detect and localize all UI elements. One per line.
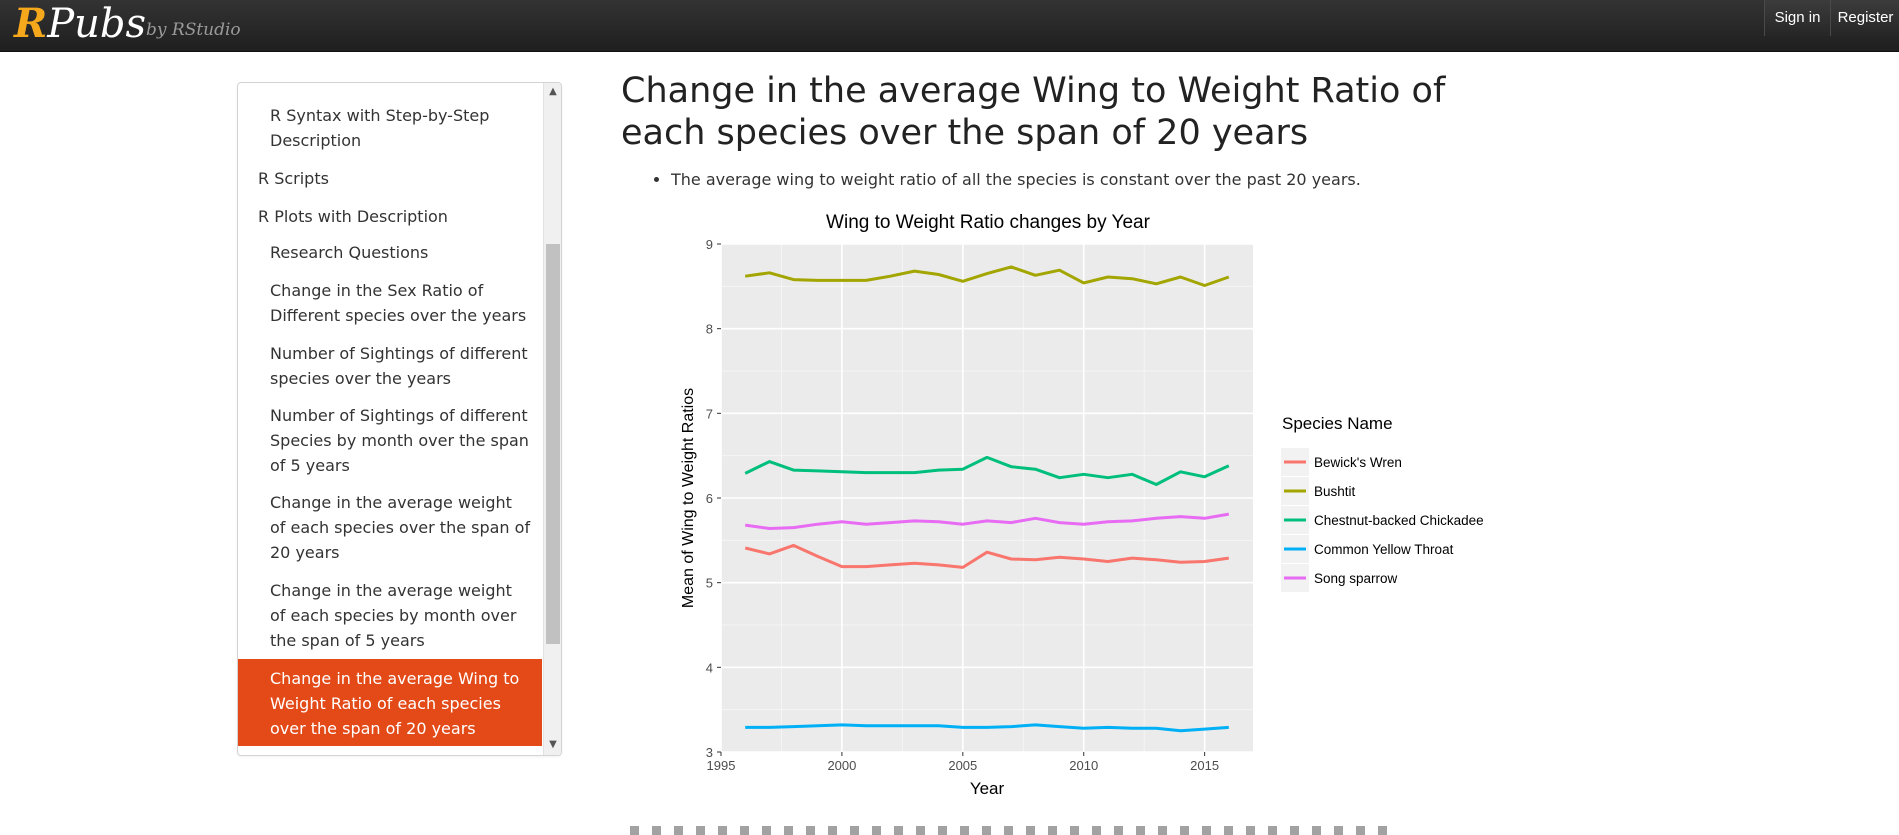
series-line-0	[744, 543, 1230, 569]
x-tick-label: 1995	[707, 758, 736, 773]
next-section-heading-cutoff	[630, 822, 1490, 835]
wing-weight-line-chart: Wing to Weight Ratio changes by Year 3 4 5…	[680, 212, 1484, 798]
logo-text: Pubs	[47, 1, 147, 47]
chart-title: Wing to Weight Ratio changes by Year	[826, 212, 1151, 233]
toc-item-sightings-years[interactable]: Number of Sightings of different species…	[270, 344, 528, 388]
logo-r: R	[14, 0, 48, 47]
toc-item-r-syntax[interactable]: R Syntax with Step-by-Step Description	[270, 106, 490, 150]
sign-in-button[interactable]: Sign in	[1764, 0, 1830, 36]
y-tick-label: 9	[706, 237, 713, 252]
toc-item-r-scripts[interactable]: R Scripts	[258, 169, 329, 188]
top-navbar: RPubs by RStudio Sign in Register	[0, 0, 1899, 52]
scroll-up-icon[interactable]: ▲	[549, 86, 557, 97]
legend-label: Song sparrow	[1314, 571, 1398, 586]
toc-item-wing-weight-ratio[interactable]: Change in the average Wing to Weight Rat…	[238, 659, 542, 746]
series-line-3	[745, 723, 1229, 733]
x-tick-label: 2000	[827, 758, 856, 773]
byline: by RStudio	[146, 20, 241, 40]
x-tick-label: 2015	[1190, 758, 1219, 773]
series-line-2	[744, 455, 1230, 486]
y-tick-label: 7	[706, 406, 713, 421]
toc-item-sightings-month[interactable]: Number of Sightings of different Species…	[270, 406, 529, 475]
legend-label: Common Yellow Throat	[1314, 542, 1454, 557]
toc-item-research-questions[interactable]: Research Questions	[270, 243, 429, 262]
series-line-4	[744, 512, 1230, 530]
bullet-item: The average wing to weight ratio of all …	[671, 168, 1361, 192]
toc-item-sex-ratio[interactable]: Change in the Sex Ratio of Different spe…	[270, 281, 527, 325]
scroll-down-icon[interactable]: ▼	[549, 739, 557, 750]
bullet-list: The average wing to weight ratio of all …	[647, 168, 1361, 192]
toc-scrollbar[interactable]: ▲ ▼	[543, 83, 561, 755]
rpubs-logo[interactable]: RPubs	[14, 0, 147, 47]
y-tick-label: 4	[706, 660, 713, 675]
toc-item-weight-month[interactable]: Change in the average weight of each spe…	[270, 581, 517, 650]
series-line-1	[744, 265, 1230, 287]
y-axis-label: Mean of Wing to Weight Ratios	[680, 388, 697, 608]
scroll-thumb[interactable]	[546, 244, 560, 644]
x-tick-label: 2010	[1069, 758, 1098, 773]
chart-legend: Species Name Bewick's Wren Bushtit Chestnu…	[1281, 414, 1484, 592]
y-tick-label: 3	[706, 745, 713, 760]
legend-label: Chestnut-backed Chickadee	[1314, 513, 1484, 528]
legend-label: Bushtit	[1314, 484, 1356, 499]
page-title: Change in the average Wing to Weight Rat…	[621, 71, 1446, 153]
legend-label: Bewick's Wren	[1314, 455, 1402, 470]
y-tick-label: 8	[706, 322, 713, 337]
legend-title: Species Name	[1282, 414, 1393, 433]
toc-item-r-plots[interactable]: R Plots with Description	[258, 207, 448, 226]
x-tick-label: 2005	[948, 758, 977, 773]
table-of-contents: R Syntax with Step-by-Step Description R…	[237, 82, 562, 756]
x-axis-label: Year	[970, 779, 1005, 798]
y-tick-label: 6	[706, 491, 713, 506]
y-tick-label: 5	[706, 576, 713, 591]
toc-item-weight-years[interactable]: Change in the average weight of each spe…	[270, 493, 531, 562]
toc-list: R Syntax with Step-by-Step Description R…	[238, 83, 542, 755]
register-button[interactable]: Register	[1830, 0, 1899, 36]
